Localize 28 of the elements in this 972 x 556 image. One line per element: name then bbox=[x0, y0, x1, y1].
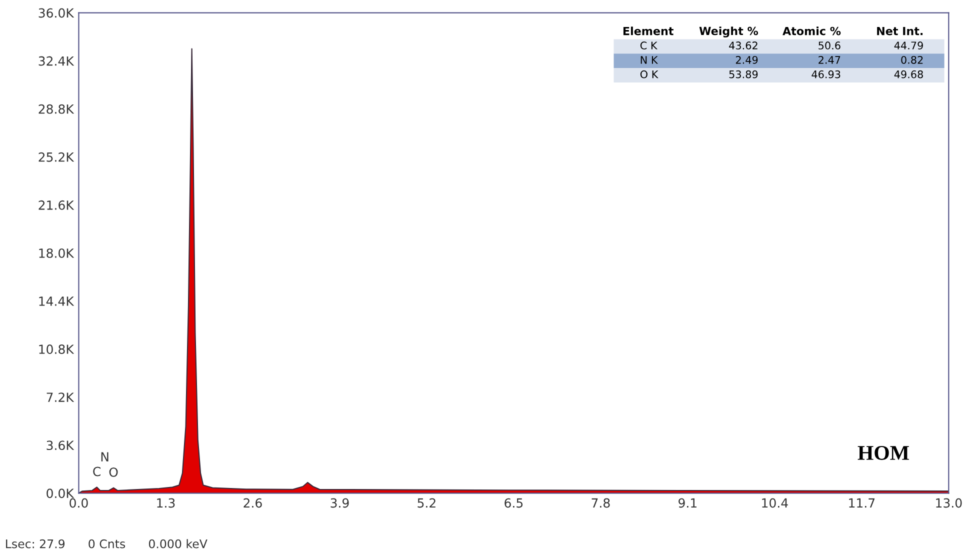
y-tick-label: 0.0K bbox=[46, 488, 74, 498]
x-tick-label: 7.8 bbox=[592, 498, 610, 508]
annotation: N bbox=[101, 452, 108, 462]
x-tick-label: 9.1 bbox=[678, 498, 696, 508]
x-tick-label: 13.0 bbox=[936, 498, 962, 508]
y-tick-label: 28.8K bbox=[38, 104, 74, 114]
y-tick-label: 32.4K bbox=[38, 56, 74, 66]
x-tick-label: 2.6 bbox=[244, 498, 262, 508]
x-tick-label: 3.9 bbox=[330, 498, 349, 508]
annotation: O bbox=[109, 467, 118, 477]
x-tick-label: 0.0 bbox=[70, 498, 88, 508]
x-tick-label: 10.4 bbox=[762, 498, 788, 508]
x-tick-label: 5.2 bbox=[418, 498, 436, 508]
x-tick-label: 11.7 bbox=[849, 498, 875, 508]
y-tick-label: 18.0K bbox=[39, 248, 74, 258]
x-tick-label: 6.5 bbox=[504, 498, 523, 508]
x-tick-label: 1.3 bbox=[157, 498, 175, 508]
y-tick-label: 21.6K bbox=[38, 200, 74, 210]
y-tick-label: 14.4K bbox=[39, 296, 74, 306]
y-tick-label: 3.6K bbox=[46, 440, 74, 450]
y-tick-label: 36.0K bbox=[38, 8, 74, 18]
annotation: C bbox=[93, 466, 100, 476]
annotation: HOM bbox=[858, 446, 909, 460]
y-tick-label: 7.2K bbox=[46, 392, 74, 402]
y-tick-label: 25.2K bbox=[38, 152, 74, 162]
text: Lsec: 27.9 0 Cnts 0.000 keV bbox=[6, 539, 208, 548]
y-tick-label: 10.8K bbox=[39, 344, 74, 354]
text: Element Weight % Atomic % Net Int. C K 43.62 50.6 44.79 N K 2.49 2.47 0.82 O K 53.89 46.93 49.68 bbox=[623, 26, 923, 78]
